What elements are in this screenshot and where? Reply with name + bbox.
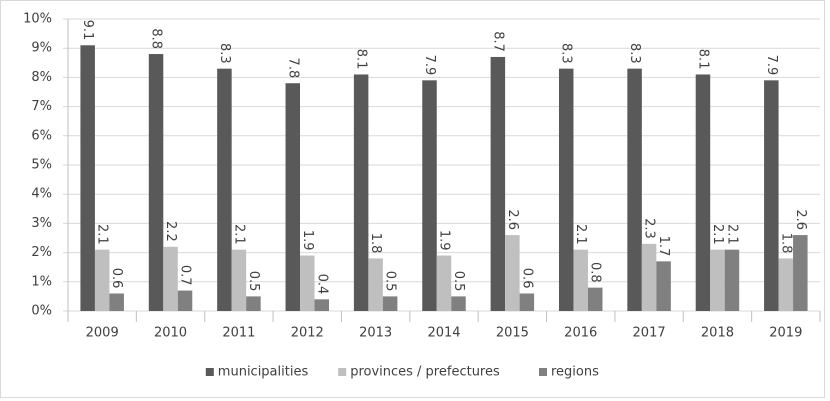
legend-label: regions [551,365,599,380]
x-tick-label: 2015 [496,326,529,341]
y-tick-label: 8% [31,70,52,85]
bar [163,246,178,311]
data-label: 2.3 [642,218,657,239]
bar [382,296,398,311]
legend-swatch [338,368,347,376]
bar [422,80,437,311]
data-label: 8.3 [627,43,642,64]
data-label: 2.6 [793,209,808,230]
y-tick-label: 6% [31,128,52,143]
legend-swatch [205,368,214,376]
bar [246,296,261,311]
bar [573,249,588,311]
bar [778,258,794,311]
data-label: 2.1 [231,224,246,245]
data-label: 0.6 [519,268,534,289]
bar [695,74,711,311]
y-tick-label: 1% [31,274,52,289]
bar [217,68,232,311]
bar [94,249,110,311]
y-tick-label: 10% [23,12,52,27]
data-label: 0.8 [588,262,603,283]
x-tick-label: 2018 [701,326,734,341]
bar [764,80,779,311]
legend-label: municipalities [218,365,309,380]
data-label: 8.8 [149,28,164,49]
x-tick-label: 2010 [154,326,187,341]
legend-swatch [539,368,547,376]
x-tick-label: 2014 [427,326,460,341]
data-label: 2.6 [505,209,520,230]
x-tick-label: 2012 [291,326,324,341]
data-label: 2.1 [710,224,725,245]
bar [710,249,725,311]
bar [558,68,574,311]
data-label: 1.8 [778,233,793,254]
data-label: 8.1 [695,49,710,70]
bar [656,261,671,311]
data-label: 2.1 [573,224,588,245]
bar [641,243,657,311]
data-label: 8.3 [217,43,232,64]
bar [451,296,466,311]
data-label: 0.6 [109,268,124,289]
bar [627,68,642,311]
bar [724,249,740,311]
bar [368,258,383,311]
y-tick-label: 0% [31,304,52,319]
data-label: 7.8 [285,58,300,79]
data-label: 1.8 [368,233,383,254]
data-label: 7.9 [422,55,437,76]
data-label: 7.9 [764,55,779,76]
bar [314,299,330,311]
x-tick-label: 2019 [769,326,802,341]
data-label: 1.9 [300,230,315,251]
bar [285,83,301,312]
bar [519,293,535,311]
data-label: 0.5 [246,271,261,292]
x-tick-label: 2011 [222,326,255,341]
bar [490,56,506,312]
y-tick-label: 7% [31,99,52,114]
bar [109,293,124,311]
x-tick-label: 2017 [633,326,666,341]
data-label: 2.1 [95,224,110,245]
x-tick-label: 2016 [564,326,597,341]
data-label: 8.1 [354,49,369,70]
bar [793,235,808,311]
data-label: 0.5 [451,271,466,292]
bar [436,255,452,311]
bar [177,290,193,311]
legend-label: provinces / prefectures [350,365,500,380]
bar [587,287,603,311]
data-label: 9.1 [80,20,95,41]
data-label: 2.1 [724,224,739,245]
data-label: 1.9 [437,230,452,251]
bar [300,255,315,311]
x-tick-label: 2013 [359,326,392,341]
data-label: 2.2 [163,221,178,242]
y-tick-label: 9% [31,41,52,56]
data-label: 0.7 [178,265,193,286]
y-tick-label: 5% [31,158,52,173]
data-label: 0.4 [314,274,329,295]
y-tick-label: 2% [31,245,52,260]
bar [148,54,164,311]
y-tick-label: 3% [31,216,52,231]
bar [231,249,247,311]
bar [505,235,520,311]
data-label: 1.7 [656,236,671,257]
x-tick-label: 2009 [86,326,119,341]
data-label: 0.5 [383,271,398,292]
bar [353,74,369,311]
data-label: 8.7 [490,31,505,52]
data-label: 8.3 [559,43,574,64]
bar [80,45,95,311]
y-tick-label: 4% [31,187,52,202]
